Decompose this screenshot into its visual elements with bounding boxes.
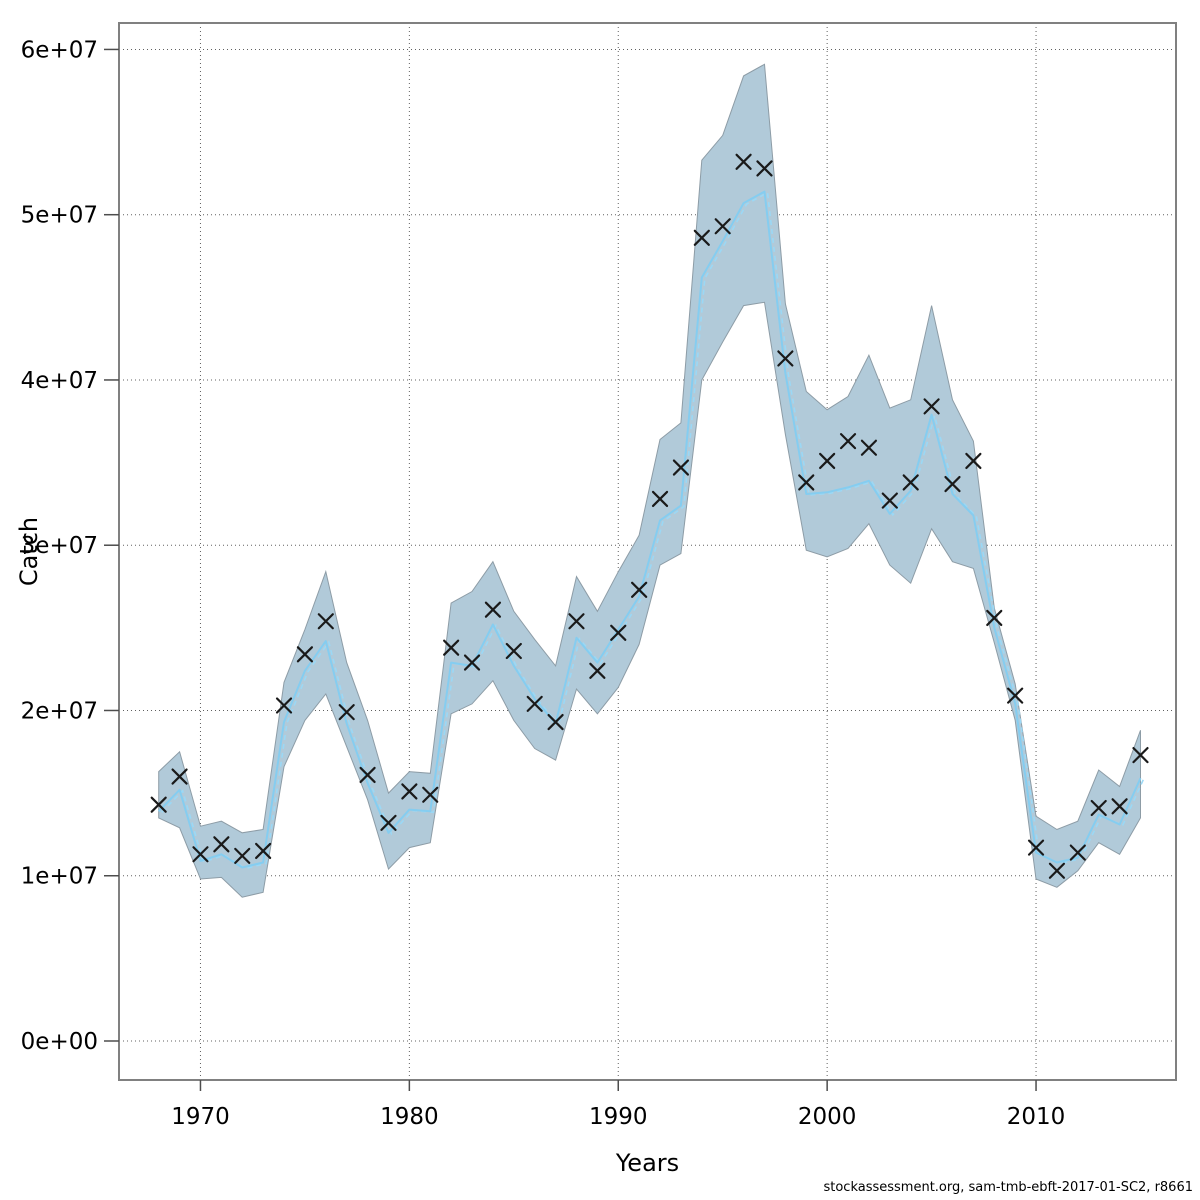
y-tick-label: 4e+07 — [21, 368, 98, 394]
observation-marker — [380, 814, 397, 831]
observation-marker — [443, 639, 460, 656]
footer-credit: stockassessment.org, sam-tmb-ebft-2017-0… — [823, 1180, 1193, 1195]
observation-marker — [296, 646, 314, 663]
observation-marker — [401, 783, 418, 800]
observation-marker — [526, 695, 543, 712]
observation-marker — [150, 796, 167, 813]
observation-marker — [1111, 798, 1128, 815]
observation-marker — [756, 160, 773, 177]
fit-line — [157, 190, 1142, 869]
observation-marker — [944, 475, 961, 493]
observation-marker — [463, 654, 481, 671]
observation-marker — [234, 847, 251, 865]
observation-marker — [255, 842, 272, 860]
observation-marker — [547, 713, 564, 731]
observation-marker — [1027, 839, 1045, 856]
fit-line-dashed — [161, 191, 1145, 870]
observation-marker — [735, 153, 752, 170]
x-axis-title: Years — [615, 1149, 679, 1177]
observation-marker — [881, 492, 898, 509]
observation-marker — [631, 581, 648, 598]
y-tick-label: 5e+07 — [21, 203, 98, 229]
observation-marker — [338, 704, 355, 721]
observation-marker — [192, 846, 209, 863]
observation-marker — [839, 433, 857, 450]
y-tick-label: 6e+07 — [21, 37, 98, 63]
observation-marker — [505, 642, 522, 660]
y-tick-label: 0e+00 — [21, 1029, 98, 1055]
observation-marker — [1048, 862, 1066, 879]
y-tick-label: 2e+07 — [21, 698, 98, 724]
observation-marker — [171, 768, 188, 785]
observation-marker — [672, 459, 690, 476]
observation-marker — [275, 697, 293, 714]
observation-marker — [610, 624, 627, 641]
observation-marker — [693, 229, 710, 246]
observation-marker — [923, 398, 940, 415]
observation-marker — [860, 439, 878, 456]
x-tick-label: 2000 — [798, 1104, 857, 1130]
observation-marker — [798, 474, 815, 491]
x-tick-label: 1970 — [171, 1104, 230, 1130]
observation-marker — [819, 452, 836, 470]
observation-marker — [651, 490, 669, 508]
observation-marker — [965, 452, 982, 470]
y-axis-title: Catch — [15, 517, 43, 586]
observation-marker — [317, 613, 334, 630]
observation-marker — [589, 662, 606, 679]
observation-marker — [568, 613, 585, 630]
observation-marker — [986, 609, 1003, 627]
observation-marker — [1132, 747, 1149, 764]
plot-border — [118, 22, 1177, 1081]
observation-marker — [422, 786, 439, 803]
observation-marker — [1090, 799, 1107, 817]
confidence-band — [158, 63, 1141, 898]
observation-marker — [213, 836, 230, 853]
observation-marker — [484, 601, 502, 618]
y-tick-label: 1e+07 — [21, 864, 98, 890]
observation-marker — [777, 350, 794, 367]
x-tick-label: 1990 — [589, 1104, 648, 1130]
x-tick-label: 2010 — [1007, 1104, 1066, 1130]
observation-marker — [1069, 844, 1086, 861]
x-tick-label: 1980 — [380, 1104, 439, 1130]
observation-marker — [1007, 687, 1024, 704]
observation-marker — [902, 474, 919, 491]
observation-marker — [359, 766, 376, 784]
observation-marker — [714, 218, 731, 235]
y-tick-label: 3e+07 — [21, 533, 98, 559]
